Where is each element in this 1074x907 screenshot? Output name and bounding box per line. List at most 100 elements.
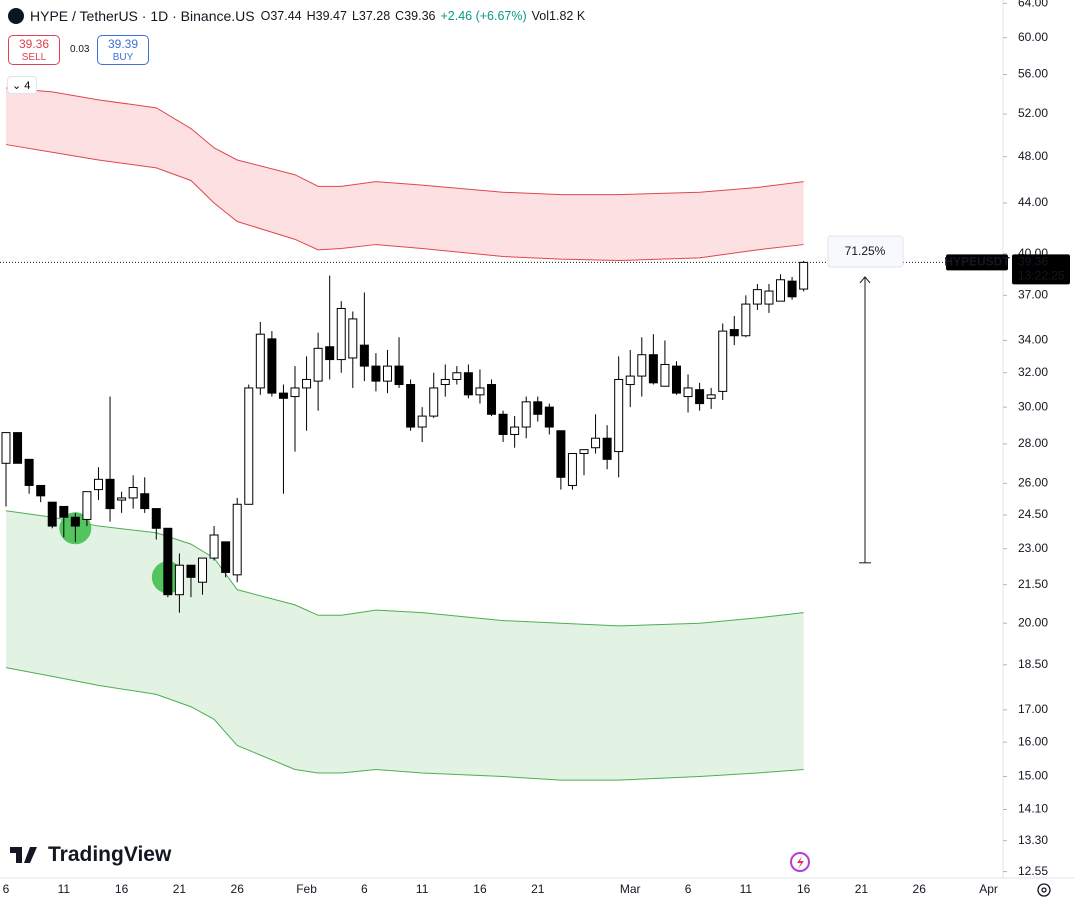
candle-body <box>82 491 92 520</box>
y-tick-label: 13.30 <box>1018 833 1048 847</box>
candle-body <box>614 378 624 453</box>
measure-arrow <box>859 276 871 284</box>
x-tick-label: 11 <box>58 882 71 896</box>
buy-label: BUY <box>112 52 134 63</box>
candle-body <box>394 365 404 386</box>
symbol-title: HYPE / TetherUS · 1D · Binance.US <box>30 8 255 24</box>
candle-body <box>313 347 323 382</box>
y-tick-label: 60.00 <box>1018 30 1048 44</box>
x-tick-label: 21 <box>855 882 869 896</box>
candle-body <box>591 437 601 449</box>
y-tick-label: 30.00 <box>1018 399 1048 413</box>
symbol-tag-label: HYPEUSDT <box>944 255 1010 269</box>
measure-label: 71.25% <box>845 244 886 258</box>
candle-body <box>567 453 577 486</box>
candle-body <box>787 280 797 298</box>
y-tick-label: 37.00 <box>1018 288 1048 302</box>
x-tick-label: 26 <box>231 882 245 896</box>
candle-body <box>706 394 716 399</box>
candle-body <box>47 501 57 527</box>
candle-body <box>36 484 46 497</box>
candle-body <box>729 329 739 337</box>
legend-value: C39.36 <box>395 9 436 23</box>
y-tick-label: 26.00 <box>1018 476 1048 490</box>
sell-button[interactable]: 39.36 SELL <box>8 35 60 65</box>
settings-icon[interactable] <box>1037 883 1051 897</box>
candle-body <box>660 363 670 387</box>
candle-body <box>475 387 485 396</box>
candle-body <box>302 378 312 389</box>
x-tick-label: Mar <box>620 882 641 896</box>
x-tick-label: 6 <box>361 882 368 896</box>
candle-body <box>498 413 508 435</box>
candle-body <box>776 279 786 302</box>
x-tick-label: Apr <box>979 882 998 896</box>
y-tick-label: 16.00 <box>1018 734 1048 748</box>
candle-body <box>244 387 254 505</box>
x-tick-label: 6 <box>3 882 10 896</box>
spread: 0.03 <box>70 44 90 55</box>
sell-price: 39.36 <box>18 37 50 51</box>
brand-name: TradingView <box>48 843 172 866</box>
candle-body <box>221 541 231 573</box>
indicators-toggle[interactable]: ⌄ 4 <box>7 76 37 94</box>
candle-body <box>174 564 184 596</box>
symbol-tag <box>946 254 1008 271</box>
x-tick-label: 16 <box>797 882 811 896</box>
candle-body <box>255 333 265 389</box>
y-tick-label: 12.55 <box>1018 864 1048 878</box>
x-tick-label: 11 <box>740 882 753 896</box>
ohlc-legend: O37.44 H39.47 L37.28 C39.36 +2.46 (+6.67%) Vo… <box>261 9 586 23</box>
candle-body <box>59 505 69 518</box>
y-tick-label: 34.00 <box>1018 333 1048 347</box>
x-tick-label: 21 <box>531 882 545 896</box>
y-tick-label: 21.50 <box>1018 577 1048 591</box>
band-lower-line <box>5 667 804 781</box>
candle-body <box>671 365 681 394</box>
candle-body <box>487 384 497 415</box>
candle-body <box>128 487 138 499</box>
legend-value: L37.28 <box>351 9 391 23</box>
x-tick-label: 11 <box>416 882 429 896</box>
band-upper-line <box>5 510 804 627</box>
candle-body <box>336 307 346 361</box>
candle-body <box>602 437 612 460</box>
y-tick-label: 24.50 <box>1018 507 1048 521</box>
candle-body <box>556 430 566 478</box>
candle-body <box>1 432 11 464</box>
candle-body <box>452 372 462 380</box>
candle-body <box>741 303 751 337</box>
candle-body <box>521 401 531 428</box>
candle-body <box>440 378 450 386</box>
candle-body <box>683 387 693 398</box>
y-tick-label: 44.00 <box>1018 195 1048 209</box>
candle-body <box>371 365 381 382</box>
band-upper-line <box>5 87 804 196</box>
candle-body <box>163 527 173 596</box>
y-tick-label: 28.00 <box>1018 436 1048 450</box>
legend-value: Vol1.82 K <box>531 9 586 23</box>
candle-body <box>70 516 80 527</box>
brand-logo <box>10 847 37 863</box>
candle-body <box>13 432 23 464</box>
alert-icon[interactable] <box>790 852 810 872</box>
countdown-label: 13:22:25 <box>1018 269 1065 283</box>
candle-body <box>267 338 277 394</box>
candle-body <box>93 478 103 491</box>
buy-button[interactable]: 39.39 BUY <box>97 35 149 65</box>
legend-value: +2.46 (+6.67%) <box>440 9 527 23</box>
candle-body <box>140 493 150 510</box>
candle-body <box>278 392 288 399</box>
band-lower-line <box>5 144 804 262</box>
price-tag <box>1012 254 1070 285</box>
band-fill <box>6 87 804 261</box>
candle-body <box>648 354 658 384</box>
legend-value: O37.44 <box>260 9 302 23</box>
y-tick-label: 23.00 <box>1018 541 1048 555</box>
y-tick-label: 18.50 <box>1018 657 1048 671</box>
candle-body <box>718 330 728 392</box>
candle-body <box>695 389 705 405</box>
band-fill <box>6 510 804 781</box>
